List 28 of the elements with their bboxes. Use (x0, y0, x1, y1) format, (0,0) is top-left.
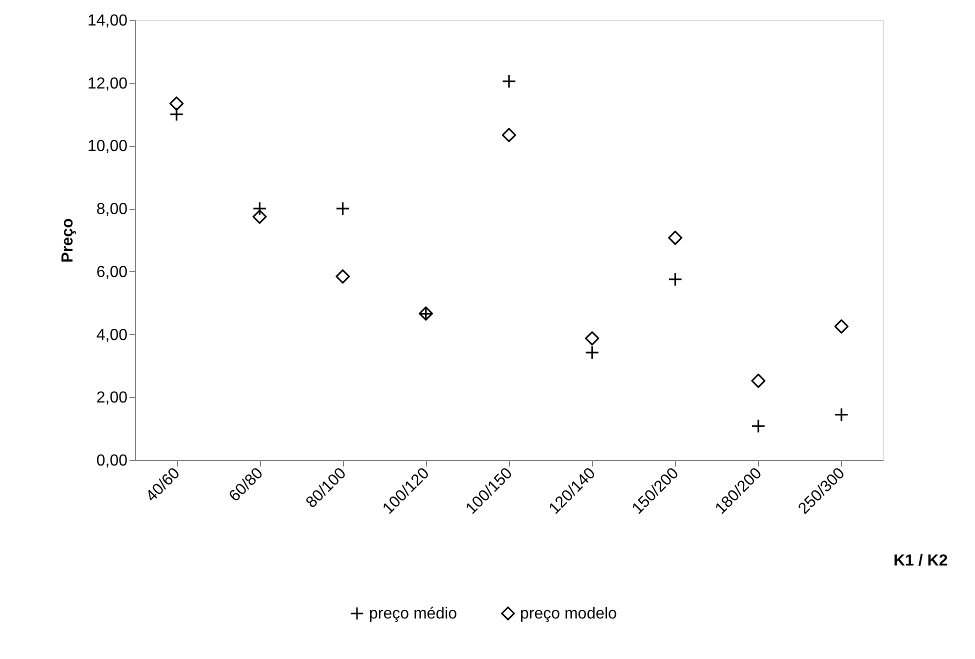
point (252, 210, 267, 224)
point (336, 201, 350, 216)
legend-label: preço modelo (520, 605, 618, 622)
point (169, 96, 184, 111)
point (252, 201, 267, 216)
point (834, 408, 849, 422)
y-tick-label: 10,00 (87, 138, 128, 156)
y-tick-label: 6,00 (96, 264, 128, 281)
point (584, 331, 600, 346)
x-axis-title: K1 / K2 (894, 552, 948, 570)
point (834, 319, 849, 334)
y-tick-label: 0,00 (96, 452, 128, 470)
y-tick-label: 12,00 (87, 75, 128, 92)
point (336, 269, 350, 284)
y-tick-label: 8,00 (96, 201, 128, 218)
point (668, 230, 682, 245)
point (502, 74, 516, 88)
legend-label: preço médio (369, 605, 458, 622)
y-tick-label: 4,00 (96, 326, 128, 344)
point (169, 107, 184, 122)
point (751, 374, 766, 388)
y-axis-title: Preço (59, 218, 76, 263)
y-tick-label: 14,00 (87, 12, 128, 30)
point (668, 272, 682, 286)
y-tick-label: 2,00 (96, 390, 128, 407)
point (751, 418, 766, 434)
point (584, 345, 600, 360)
point (502, 128, 516, 142)
